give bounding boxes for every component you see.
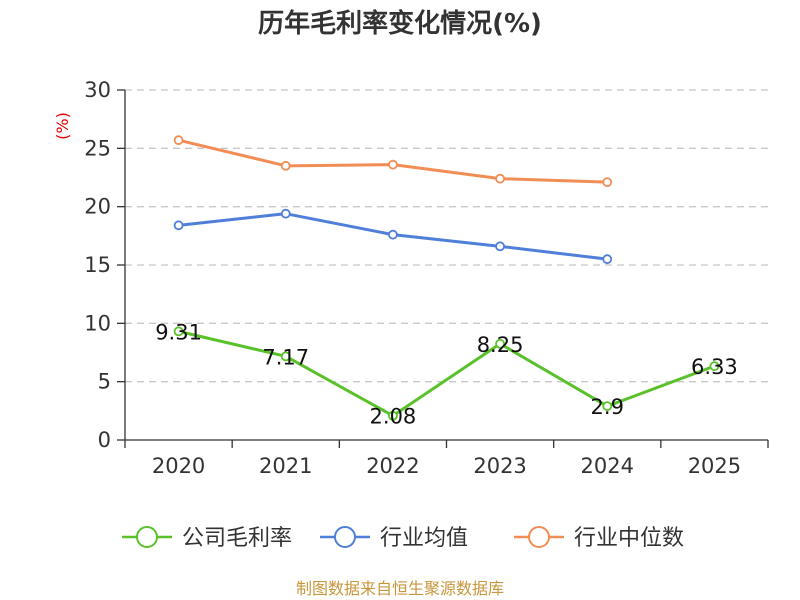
legend-marker <box>136 526 158 548</box>
data-point <box>388 229 398 240</box>
data-point <box>495 338 505 349</box>
series-line <box>178 329 715 418</box>
y-tick-label: 15 <box>84 253 111 277</box>
y-tick-label: 10 <box>84 311 111 335</box>
series-0: 9.31 7.17 2.08 8.25 2.9 6.33 <box>155 320 738 428</box>
legend: 公司毛利率 行业均值 行业中位数 <box>122 526 684 551</box>
data-label: 2.9 <box>591 395 624 419</box>
data-point <box>280 160 291 171</box>
x-tick-label: 2021 <box>259 454 312 478</box>
data-point <box>388 159 398 170</box>
legend-item-2: 行业中位数 <box>514 526 684 551</box>
legend-marker <box>528 526 550 548</box>
data-label: 2.08 <box>370 405 417 429</box>
gridlines <box>125 89 768 383</box>
series-1 <box>173 208 613 265</box>
y-tick-label: 5 <box>98 370 111 394</box>
x-tick-label: 2025 <box>688 454 741 478</box>
legend-marker <box>334 526 356 548</box>
y-axis-unit: (%) <box>53 112 72 140</box>
legend-item-0: 公司毛利率 <box>122 526 292 551</box>
data-label: 9.31 <box>155 320 202 344</box>
data-point <box>602 254 613 265</box>
legend-label: 行业均值 <box>380 526 468 551</box>
y-tick-label: 25 <box>84 136 111 160</box>
x-tick-label: 2024 <box>581 454 634 478</box>
y-tick-label: 30 <box>84 78 111 102</box>
data-point <box>709 361 720 372</box>
x-tick-label: 2020 <box>152 454 205 478</box>
data-point <box>602 401 613 412</box>
series-layer: 9.31 7.17 2.08 8.25 2.9 6.33 <box>155 135 738 429</box>
data-label: 8.25 <box>477 333 524 357</box>
x-tick-label: 2023 <box>473 454 526 478</box>
legend-item-1: 行业均值 <box>320 526 468 551</box>
data-point <box>173 135 184 146</box>
y-tick-label: 20 <box>84 195 111 219</box>
legend-label: 公司毛利率 <box>182 526 292 551</box>
series-2 <box>173 135 613 188</box>
source-note: 制图数据来自恒生聚源数据库 <box>296 579 504 598</box>
data-point <box>280 351 291 362</box>
data-point <box>280 208 291 219</box>
data-point <box>173 220 184 231</box>
data-point <box>495 241 505 252</box>
x-tick-label: 2022 <box>366 454 419 478</box>
data-point <box>388 410 398 421</box>
data-point <box>495 173 505 184</box>
chart-title: 历年毛利率变化情况(%) <box>258 8 542 39</box>
legend-label: 行业中位数 <box>574 526 684 551</box>
data-label: 7.17 <box>262 345 309 369</box>
data-label: 6.33 <box>691 355 738 379</box>
data-point <box>173 326 184 337</box>
y-tick-label: 0 <box>98 428 111 452</box>
data-point <box>602 177 613 188</box>
